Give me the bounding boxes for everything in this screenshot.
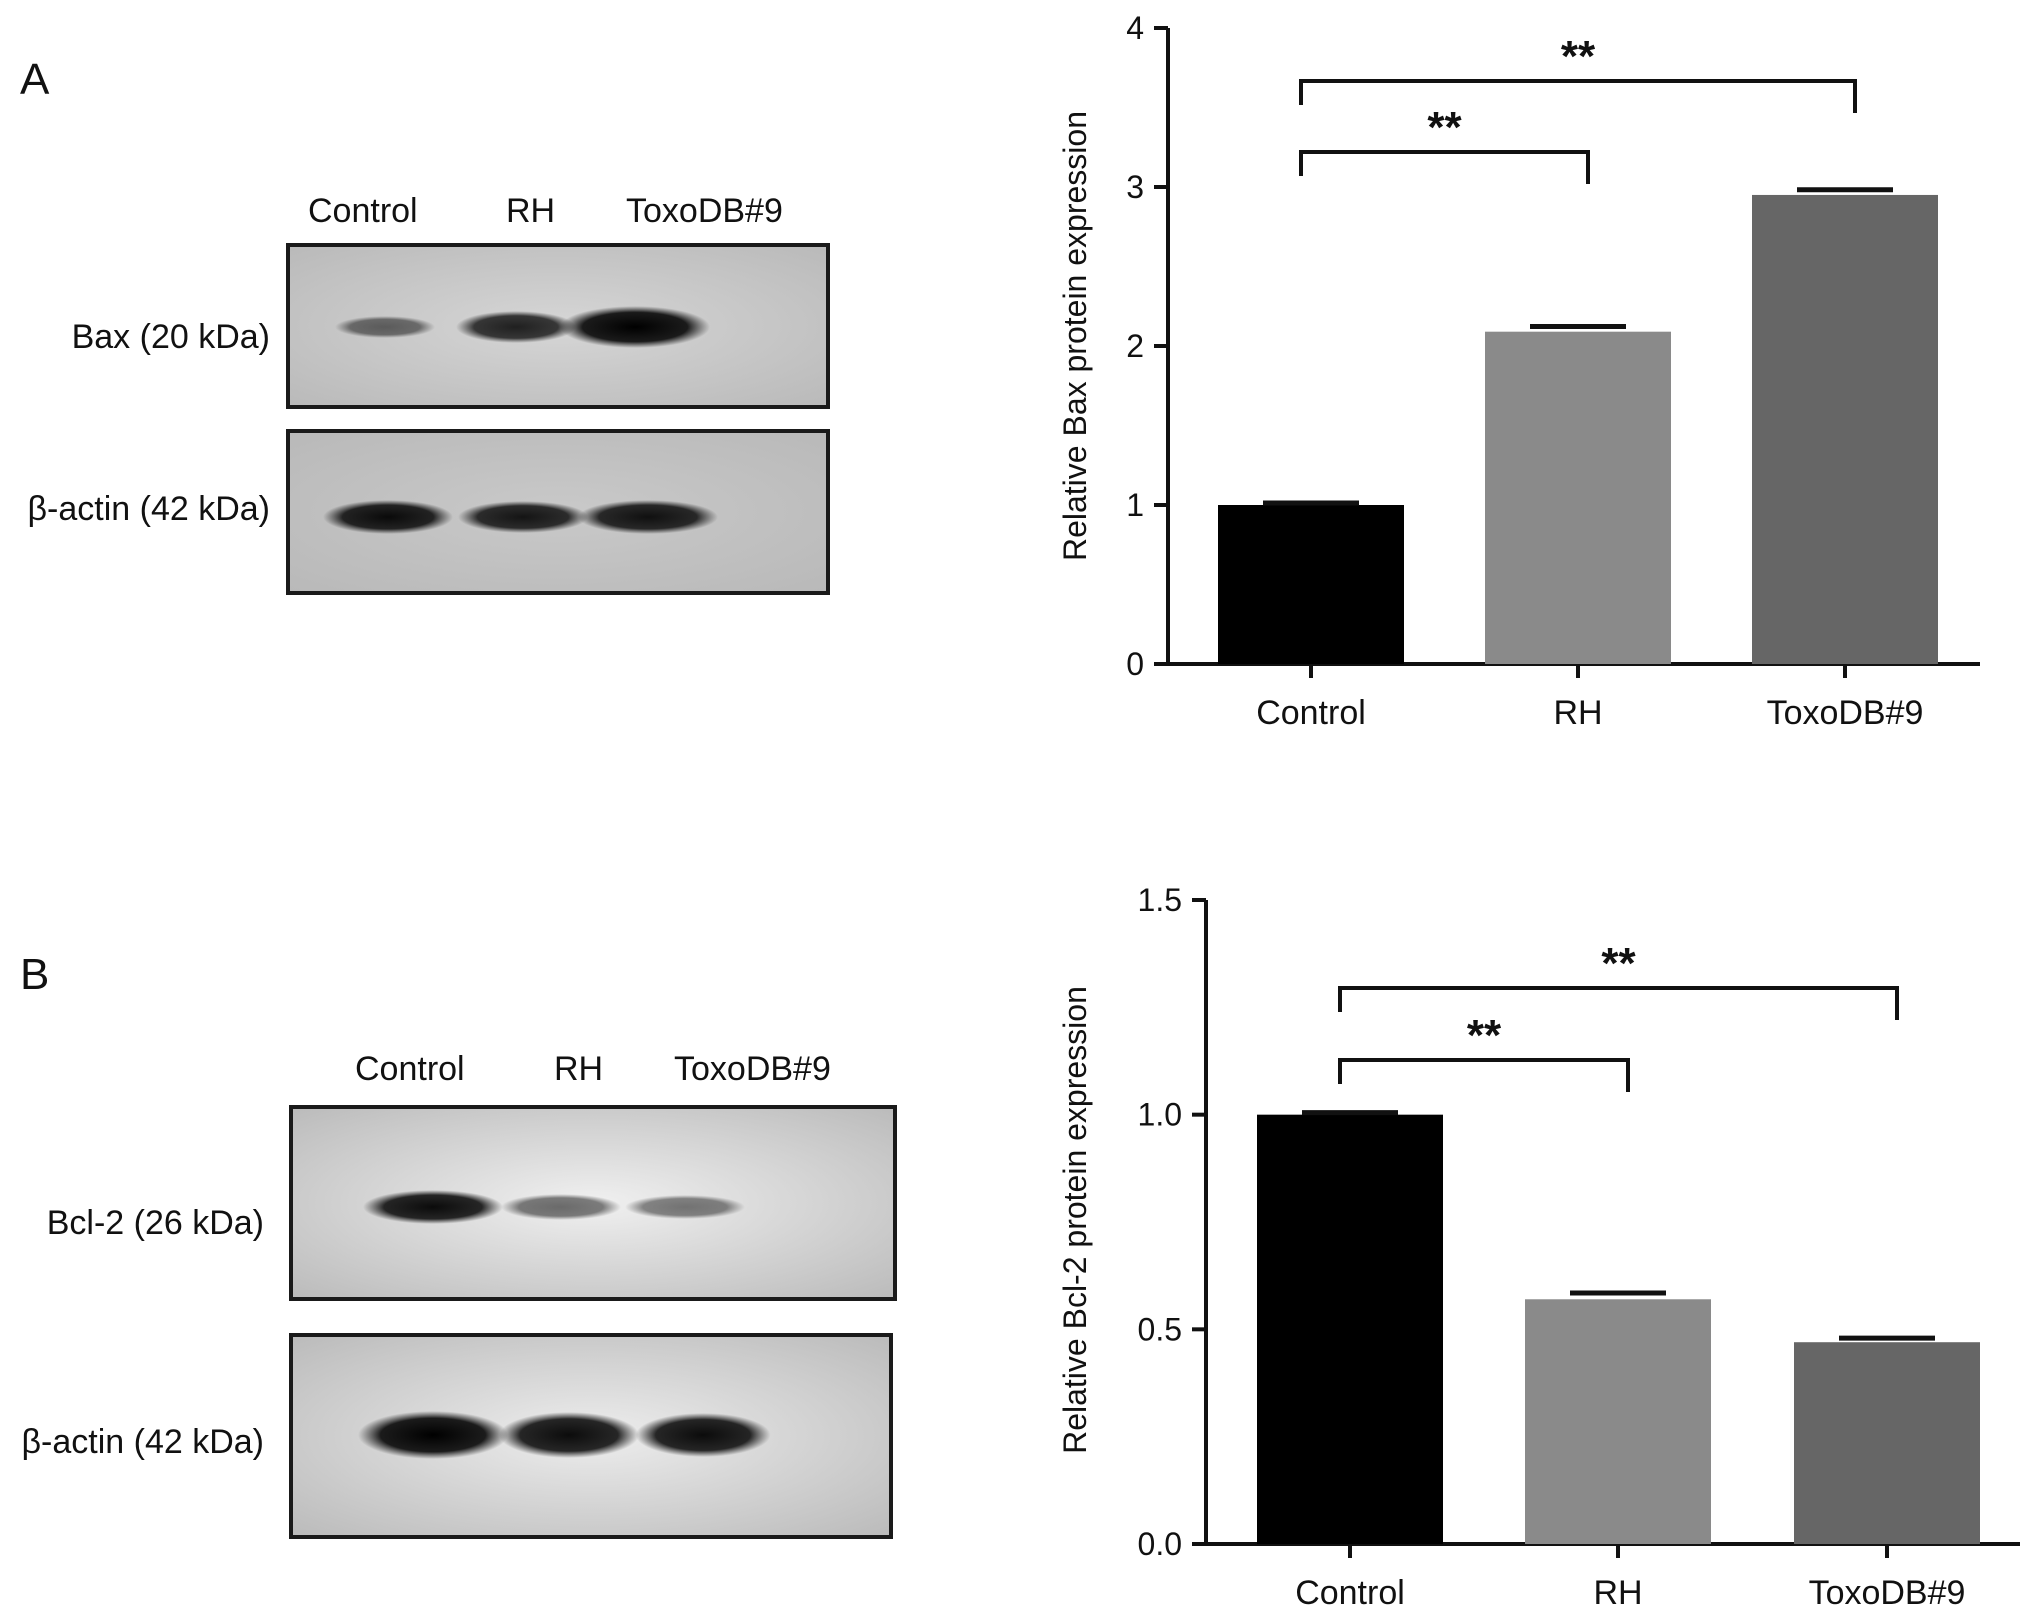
y-tick-label: 3 [1126, 169, 1144, 205]
bar-rh [1485, 331, 1671, 664]
blot-band [458, 501, 588, 533]
bar-chart-bax: 0 1 2 3 4 Relative Bax protein expression Cont… [1057, 10, 1980, 732]
panel-letter-a: A [20, 55, 50, 104]
lane-label-control: Control [308, 192, 418, 230]
x-tick-label: RH [1553, 694, 1602, 732]
y-tick-label: 1.0 [1138, 1097, 1182, 1133]
significance-bracket [1299, 79, 1857, 113]
significance-bracket [1299, 150, 1590, 184]
blot-label-bax: Bax (20 kDa) [71, 318, 270, 356]
y-tick-label: 1 [1126, 487, 1144, 523]
blot-band [363, 1190, 503, 1224]
x-tick-label: ToxoDB#9 [1809, 1574, 1966, 1609]
blot-band [358, 1411, 508, 1459]
bar-chart-bcl2: 0.0 0.5 1.0 1.5 Relative Bcl-2 protein expre… [1057, 882, 2020, 1609]
significance-label: ** [1427, 103, 1462, 152]
significance-label: ** [1561, 32, 1596, 81]
y-tick-label: 0.5 [1138, 1311, 1182, 1347]
blot-label-actin-a: β-actin (42 kDa) [27, 490, 270, 528]
y-axis-label: Relative Bcl-2 protein expression [1057, 986, 1093, 1454]
blot-band [456, 311, 576, 343]
lane-label-rh: RH [506, 192, 556, 230]
y-tick-label: 1.5 [1138, 882, 1182, 918]
x-tick-label: Control [1256, 694, 1366, 732]
y-tick-label: 2 [1126, 328, 1144, 364]
blot-band [499, 1412, 639, 1458]
significance-label: ** [1601, 939, 1636, 988]
x-tick-label: RH [1593, 1574, 1642, 1609]
blot-band [560, 306, 710, 348]
y-axis-label: Relative Bax protein expression [1057, 111, 1093, 561]
panel-letter-b: B [20, 950, 50, 999]
y-tick-label: 4 [1126, 10, 1144, 46]
significance-bracket [1338, 1058, 1630, 1092]
x-tick-label: ToxoDB#9 [1767, 694, 1924, 732]
blot-actin-a-image [290, 433, 826, 591]
significance-label: ** [1467, 1011, 1502, 1060]
bar-control [1257, 1114, 1443, 1544]
x-tick-label: Control [1295, 1574, 1405, 1609]
blot-label-bcl2: Bcl-2 (26 kDa) [46, 1204, 264, 1242]
blot-bax-image [290, 247, 826, 405]
blot-band [625, 1195, 745, 1219]
y-tick-label: 0 [1126, 646, 1144, 682]
bar-toxodb9 [1752, 194, 1938, 664]
significance-bracket [1338, 986, 1899, 1020]
blot-label-actin-b: β-actin (42 kDa) [21, 1423, 264, 1461]
y-tick-label: 0.0 [1138, 1526, 1182, 1562]
blot-band [578, 500, 718, 534]
blot-band [335, 316, 435, 338]
blot-band [635, 1413, 771, 1457]
blot-band [323, 500, 453, 534]
lane-label-control-b: Control [355, 1050, 465, 1088]
bar-rh [1525, 1299, 1711, 1544]
lane-label-toxodb9: ToxoDB#9 [626, 192, 783, 230]
blot-bax [286, 243, 830, 409]
blot-actin-b [289, 1333, 893, 1539]
lane-label-rh-b: RH [554, 1050, 604, 1088]
lane-label-toxodb9-b: ToxoDB#9 [674, 1050, 831, 1088]
blot-actin-b-image [293, 1337, 889, 1535]
blot-actin-a [286, 429, 830, 595]
bar-control [1218, 505, 1404, 664]
bar-toxodb9 [1794, 1342, 1980, 1544]
blot-bcl2-image [293, 1109, 893, 1297]
blot-band [501, 1194, 621, 1220]
blot-bcl2 [289, 1105, 897, 1301]
